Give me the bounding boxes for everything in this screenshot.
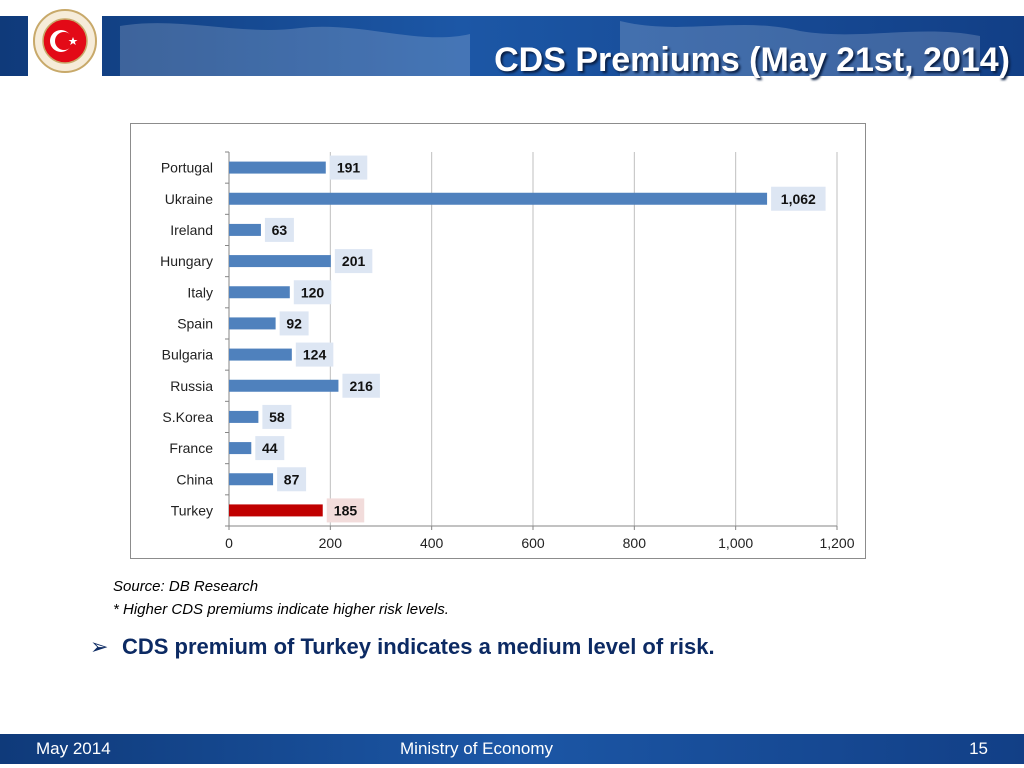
data-label-bg (262, 404, 292, 429)
cds-bar-chart: 0 200 400 600 800 1,000 1,200 Portugal 191 Ukrain… (160, 151, 855, 551)
data-label: 44 (262, 440, 278, 456)
data-label-bg (329, 155, 368, 180)
data-label: 185 (334, 502, 358, 518)
data-label: 1,062 (781, 191, 816, 207)
data-label: 201 (342, 253, 366, 269)
data-label-bg (334, 249, 373, 274)
data-label-bg (326, 498, 365, 523)
bar (229, 379, 339, 392)
category-label: Ireland (170, 222, 213, 238)
page-number: 15 (969, 739, 988, 758)
data-label: 191 (337, 160, 361, 176)
bar (229, 192, 768, 205)
category-label: Portugal (161, 160, 213, 176)
x-tick-label: 200 (319, 535, 343, 551)
data-label-bg (293, 280, 332, 305)
bar (229, 223, 261, 236)
data-label-bg (255, 436, 285, 461)
category-label: Turkey (171, 502, 213, 518)
data-label-bg (295, 342, 334, 367)
world-map-background (120, 21, 980, 76)
category-label: Russia (170, 378, 213, 394)
page-title: CDS Premiums (May 21st, 2014) (494, 41, 1010, 79)
category-label: Spain (177, 315, 213, 331)
footnote: * Higher CDS premiums indicate higher ri… (113, 601, 449, 618)
data-label-bg (277, 467, 307, 492)
bar (229, 286, 290, 299)
bar (229, 442, 252, 455)
key-point: ➢ CDS premium of Turkey indicates a mediu… (90, 634, 715, 660)
key-point-text: CDS premium of Turkey indicates a medium… (122, 634, 715, 659)
bar (229, 348, 292, 361)
data-label: 58 (269, 409, 285, 425)
data-label: 124 (303, 347, 327, 363)
x-tick-label: 400 (420, 535, 444, 551)
bar (229, 473, 274, 486)
data-label: 63 (272, 222, 288, 238)
header-bar: CDS Premiums (May 21st, 2014) (0, 16, 1024, 79)
data-label: 216 (350, 378, 374, 394)
data-label-bg (279, 311, 309, 336)
bar (229, 161, 326, 174)
category-label: China (176, 471, 213, 487)
category-label: Italy (187, 284, 213, 300)
logo (28, 6, 102, 76)
x-tick-label: 1,200 (819, 535, 854, 551)
data-label-bg (342, 373, 380, 398)
source-note: Source: DB Research (113, 578, 259, 595)
seal-icon (33, 9, 97, 73)
chart-container: 0 200 400 600 800 1,000 1,200 Portugal 191 Ukrain… (130, 123, 866, 559)
footer-org: Ministry of Economy (400, 739, 554, 758)
category-label: S.Korea (162, 409, 213, 425)
chart-notes: Source: DB Research * Higher CDS premium… (113, 575, 449, 621)
footer-bar: May 2014 Ministry of Economy 15 (0, 734, 1024, 764)
bar (229, 410, 259, 423)
footer-date: May 2014 (36, 739, 111, 758)
x-tick-label: 600 (521, 535, 545, 551)
bar (229, 504, 323, 517)
data-label: 92 (286, 315, 302, 331)
category-label: Ukraine (165, 191, 213, 207)
arrow-bullet-icon: ➢ (90, 634, 109, 659)
bar (229, 255, 331, 268)
x-tick-label: 800 (623, 535, 647, 551)
data-label-bg (771, 186, 826, 211)
x-tick-label: 1,000 (718, 535, 753, 551)
data-label: 120 (301, 284, 325, 300)
category-label: Bulgaria (162, 347, 214, 363)
x-tick-label: 0 (225, 535, 233, 551)
data-label: 87 (284, 471, 300, 487)
category-label: France (169, 440, 213, 456)
data-label-bg (264, 217, 294, 242)
bar (229, 317, 276, 330)
category-label: Hungary (160, 253, 213, 269)
